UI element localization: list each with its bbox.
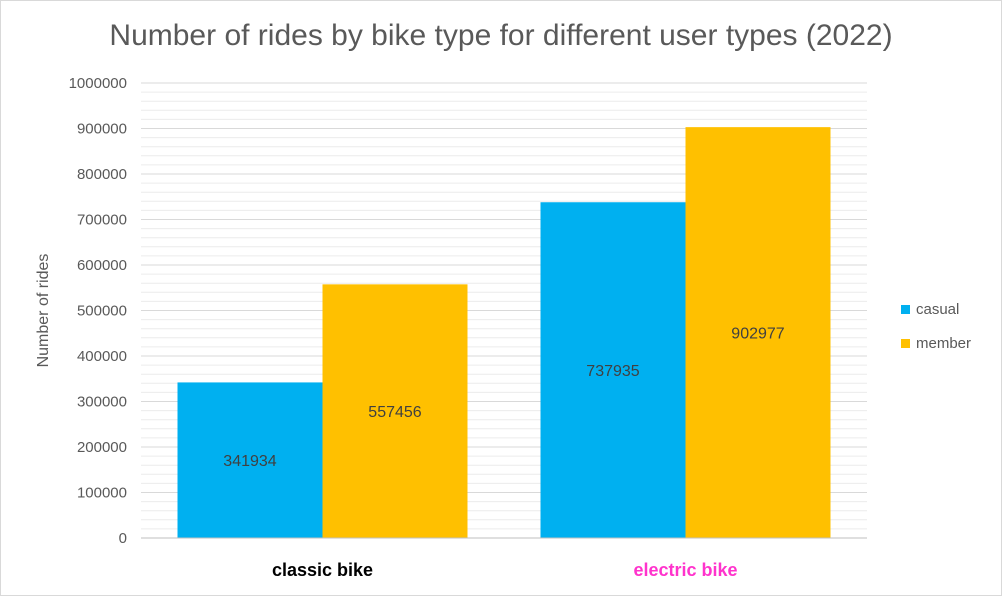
data-label: 557456 xyxy=(368,404,421,421)
y-tick-label: 300000 xyxy=(77,394,127,411)
y-tick-label: 500000 xyxy=(77,303,127,320)
category-label: classic bike xyxy=(272,560,373,580)
bar-member xyxy=(685,127,831,539)
bar-casual xyxy=(177,382,323,538)
bar-casual xyxy=(540,202,686,539)
chart-title: Number of rides by bike type for differe… xyxy=(109,19,893,52)
legend-swatch-casual xyxy=(901,305,910,314)
y-tick-label: 600000 xyxy=(77,257,127,274)
y-tick-label: 200000 xyxy=(77,439,127,456)
y-tick-label: 100000 xyxy=(77,485,127,502)
legend-label-casual: casual xyxy=(916,301,959,318)
data-label: 902977 xyxy=(731,326,784,343)
y-axis-label: Number of rides xyxy=(35,254,52,368)
y-tick-label: 700000 xyxy=(77,212,127,229)
legend-swatch-member xyxy=(901,339,910,348)
data-label: 341934 xyxy=(223,453,276,470)
y-tick-label: 900000 xyxy=(77,121,127,138)
legend-label-member: member xyxy=(916,335,971,352)
category-label: electric bike xyxy=(633,560,737,580)
y-tick-label: 1000000 xyxy=(69,75,127,92)
y-tick-label: 0 xyxy=(119,530,127,547)
bar-member xyxy=(322,284,468,538)
y-tick-label: 400000 xyxy=(77,348,127,365)
y-tick-label: 800000 xyxy=(77,166,127,183)
data-label: 737935 xyxy=(586,363,639,380)
